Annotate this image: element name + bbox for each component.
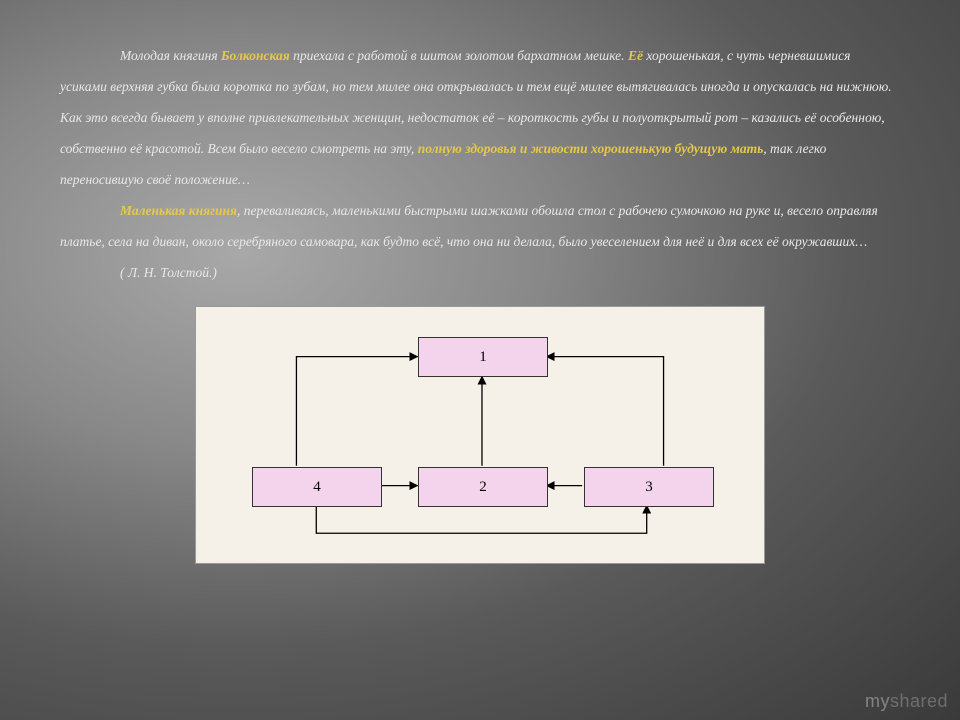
highlight-eyo: Её <box>628 48 643 63</box>
node-1: 1 <box>418 337 548 377</box>
slide-text: Молодая княгиня Болконская приехала с ра… <box>0 0 960 288</box>
node-3: 3 <box>584 467 714 507</box>
paragraph-2: Маленькая княгиня, переваливаясь, малень… <box>60 195 900 257</box>
highlight-bolkonskaya: Болконская <box>221 48 290 63</box>
highlight-mother: полную здоровья и живости хорошенькую бу… <box>418 141 764 156</box>
diagram-nodes: 1 23 4 <box>196 307 764 563</box>
node-2: 2 <box>418 467 548 507</box>
watermark-shared: shared <box>890 691 948 711</box>
node-4: 4 <box>252 467 382 507</box>
author-line: ( Л. Н. Толстой.) <box>60 257 900 288</box>
text-run: хорошенькая, с чуть черневшимися усиками… <box>60 48 892 156</box>
text-run: приехала с работой в шитом золотом барха… <box>290 48 628 63</box>
text-run: Молодая княгиня <box>120 48 221 63</box>
highlight-princess: Маленькая княгиня <box>120 203 237 218</box>
diagram-panel: 1 23 4 <box>195 306 765 564</box>
paragraph-1: Молодая княгиня Болконская приехала с ра… <box>60 40 900 195</box>
watermark: myshared <box>865 691 948 712</box>
watermark-my: my <box>865 691 890 711</box>
